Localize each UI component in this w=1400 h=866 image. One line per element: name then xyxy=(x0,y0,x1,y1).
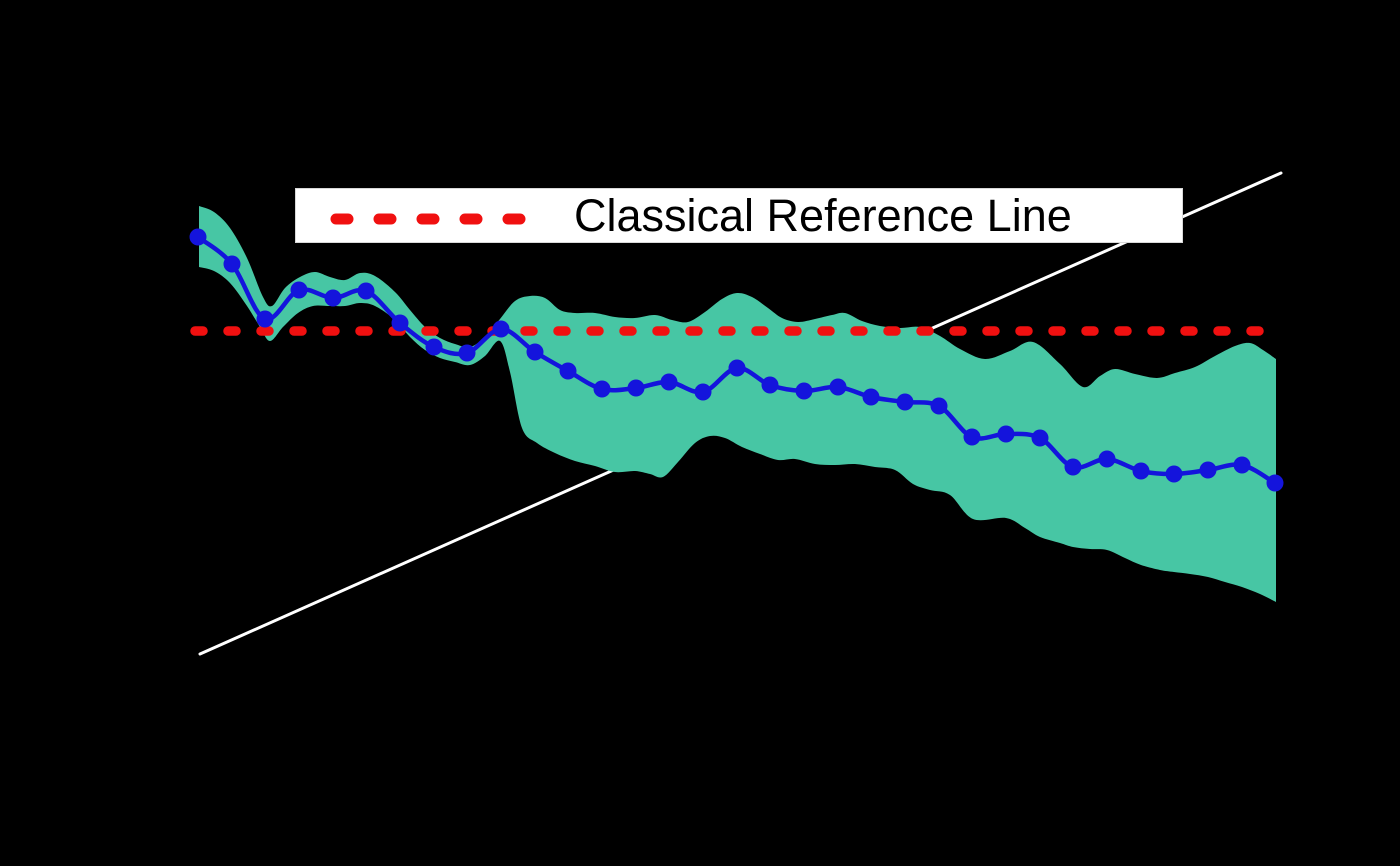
series-marker xyxy=(862,388,880,406)
series-markers xyxy=(189,228,1284,492)
series-marker xyxy=(593,380,611,398)
series-marker xyxy=(256,310,274,328)
series-marker xyxy=(1199,461,1217,479)
series-marker xyxy=(896,393,914,411)
confidence-band xyxy=(199,206,1276,602)
series-marker xyxy=(458,344,476,362)
series-marker xyxy=(357,282,375,300)
series-marker xyxy=(324,289,342,307)
series-marker xyxy=(930,397,948,415)
series-marker xyxy=(391,314,409,332)
series-marker xyxy=(660,373,678,391)
series-marker xyxy=(829,378,847,396)
series-marker xyxy=(223,255,241,273)
series-marker xyxy=(1165,465,1183,483)
series-marker xyxy=(526,343,544,361)
series-marker xyxy=(1064,458,1082,476)
series-marker xyxy=(559,362,577,380)
series-marker xyxy=(963,428,981,446)
series-marker xyxy=(189,228,207,246)
series-marker xyxy=(997,425,1015,443)
series-marker xyxy=(761,376,779,394)
series-marker xyxy=(1031,429,1049,447)
series-marker xyxy=(425,338,443,356)
series-marker xyxy=(1098,450,1116,468)
series-marker xyxy=(1233,456,1251,474)
series-marker xyxy=(795,382,813,400)
legend-dash-icon xyxy=(330,213,542,225)
series-marker xyxy=(1266,474,1284,492)
legend-label: Classical Reference Line xyxy=(574,190,1072,241)
series-marker xyxy=(728,359,746,377)
series-marker xyxy=(290,281,308,299)
series-marker xyxy=(1132,462,1150,480)
series-marker xyxy=(694,383,712,401)
series-marker xyxy=(492,320,510,338)
series-marker xyxy=(627,379,645,397)
legend: Classical Reference Line xyxy=(295,188,1183,243)
